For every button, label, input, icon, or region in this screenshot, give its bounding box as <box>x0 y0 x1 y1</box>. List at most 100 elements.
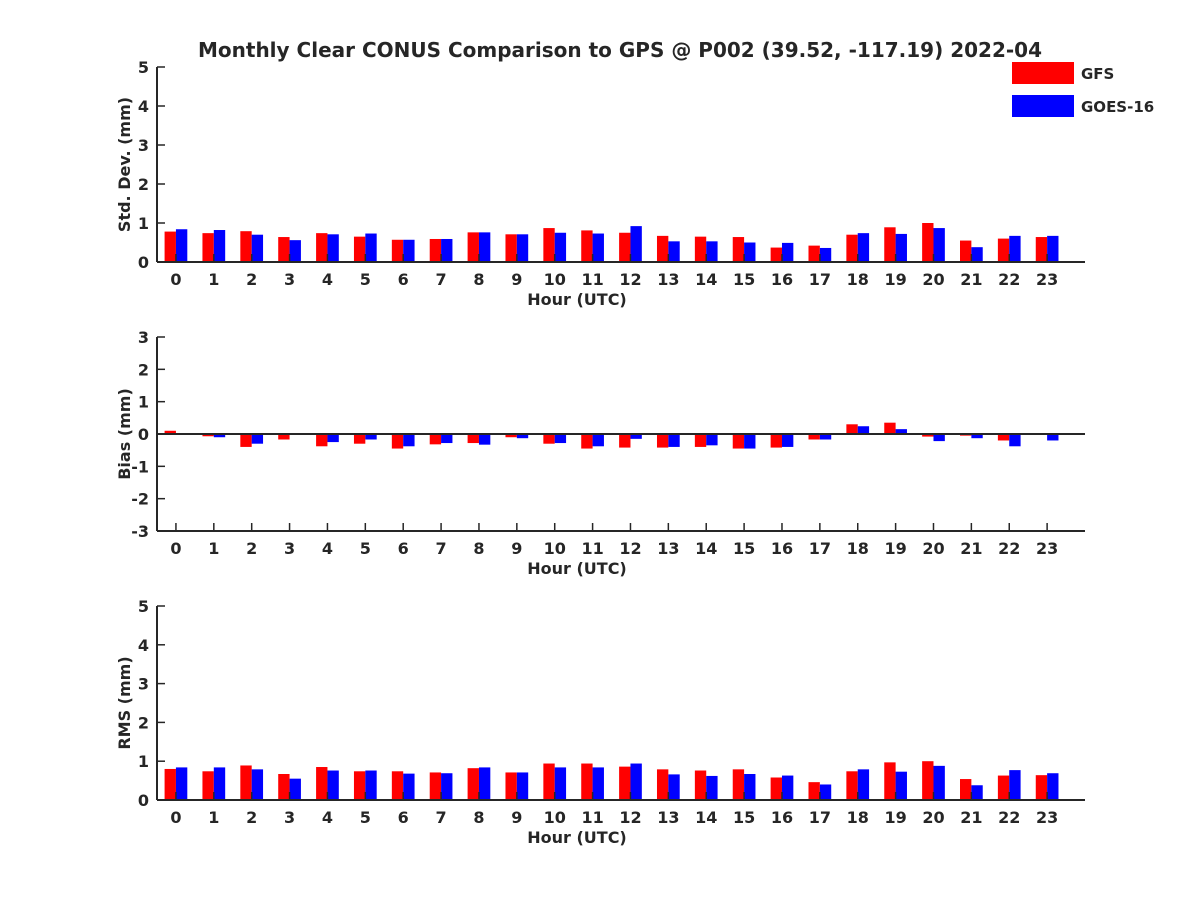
bar-std-goes-16-15 <box>744 242 756 262</box>
bar-bias-goes-16-7 <box>441 434 453 444</box>
y-tick-label-std: 2 <box>138 175 149 194</box>
x-tick-label-std: 10 <box>544 270 566 289</box>
bar-rms-goes-16-17 <box>819 784 832 800</box>
y-tick-label-bias: 2 <box>138 360 149 379</box>
x-tick-label-bias: 8 <box>473 539 484 558</box>
bar-bias-gfs-14 <box>694 434 707 447</box>
bar-std-goes-16-20 <box>933 228 945 262</box>
x-tick-label-bias: 23 <box>1036 539 1058 558</box>
x-tick-label-std: 21 <box>960 270 982 289</box>
x-tick-label-std: 1 <box>208 270 219 289</box>
x-tick-label-rms: 14 <box>695 808 717 827</box>
bar-std-gfs-5 <box>353 236 366 262</box>
x-tick-label-bias: 17 <box>809 539 831 558</box>
bar-std-goes-16-11 <box>592 233 604 262</box>
bar-bias-goes-16-10 <box>554 434 567 444</box>
legend-swatch-goes-16 <box>1012 95 1074 117</box>
bar-std-gfs-14 <box>694 236 707 262</box>
x-tick-label-bias: 22 <box>998 539 1020 558</box>
x-tick-label-rms: 8 <box>473 808 484 827</box>
y-tick-label-rms: 2 <box>138 713 149 732</box>
x-tick-label-bias: 10 <box>544 539 566 558</box>
x-tick-label-std: 7 <box>436 270 447 289</box>
x-tick-label-std: 18 <box>847 270 869 289</box>
bar-std-goes-16-0 <box>175 229 188 262</box>
bar-rms-gfs-20 <box>922 761 934 800</box>
bar-std-gfs-8 <box>467 232 479 262</box>
legend-label-goes-16: GOES-16 <box>1081 98 1154 116</box>
bar-std-gfs-10 <box>543 228 555 262</box>
bar-rms-gfs-16 <box>770 777 782 800</box>
bar-bias-gfs-5 <box>353 434 366 444</box>
bar-rms-goes-16-16 <box>781 775 794 800</box>
bar-rms-gfs-9 <box>505 772 517 800</box>
bar-rms-goes-16-20 <box>933 765 945 800</box>
x-tick-label-rms: 22 <box>998 808 1020 827</box>
x-tick-label-bias: 3 <box>284 539 295 558</box>
x-tick-label-rms: 5 <box>360 808 371 827</box>
bar-bias-goes-16-19 <box>895 429 907 434</box>
bar-bias-goes-16-12 <box>630 434 642 439</box>
chart-legend: GFS GOES-16 <box>1012 62 1154 117</box>
legend-label-gfs: GFS <box>1081 65 1114 83</box>
bar-bias-gfs-3 <box>278 434 290 440</box>
bar-std-gfs-9 <box>505 234 517 262</box>
bar-std-goes-16-2 <box>251 234 264 262</box>
bar-rms-gfs-13 <box>656 769 669 800</box>
bar-std-gfs-3 <box>278 237 290 262</box>
x-tick-label-rms: 3 <box>284 808 295 827</box>
y-tick-label-bias: 0 <box>138 425 149 444</box>
bar-rms-gfs-11 <box>581 763 593 800</box>
x-tick-label-std: 2 <box>246 270 257 289</box>
x-tick-label-std: 11 <box>581 270 603 289</box>
x-tick-label-rms: 15 <box>733 808 755 827</box>
bar-rms-goes-16-4 <box>327 770 339 800</box>
y-tick-label-std: 1 <box>138 214 149 233</box>
bar-std-gfs-7 <box>429 238 442 262</box>
y-tick-label-std: 5 <box>138 58 149 77</box>
bar-std-goes-16-19 <box>895 233 907 262</box>
bar-bias-goes-16-15 <box>744 434 756 449</box>
bar-std-gfs-13 <box>656 235 669 262</box>
x-tick-label-std: 8 <box>473 270 484 289</box>
bar-bias-gfs-15 <box>732 434 745 449</box>
x-tick-label-std: 15 <box>733 270 755 289</box>
bar-bias-goes-16-2 <box>251 434 264 444</box>
bar-rms-goes-16-3 <box>289 778 301 800</box>
y-tick-label-bias: -2 <box>131 490 149 509</box>
y-tick-label-rms: 5 <box>138 597 149 616</box>
bar-rms-gfs-22 <box>997 775 1010 800</box>
bar-std-gfs-15 <box>732 237 745 262</box>
x-tick-label-rms: 9 <box>511 808 522 827</box>
bar-bias-gfs-9 <box>505 434 517 438</box>
bar-rms-goes-16-15 <box>744 774 756 800</box>
bar-rms-gfs-17 <box>808 782 820 800</box>
x-tick-label-std: 16 <box>771 270 793 289</box>
x-tick-label-rms: 1 <box>208 808 219 827</box>
bar-bias-gfs-4 <box>316 434 328 447</box>
bar-std-goes-16-16 <box>781 242 794 262</box>
bar-std-gfs-6 <box>391 239 404 262</box>
bar-std-gfs-21 <box>960 240 972 262</box>
bar-rms-goes-16-8 <box>478 767 491 800</box>
bar-std-goes-16-17 <box>819 247 832 262</box>
x-tick-label-bias: 9 <box>511 539 522 558</box>
bar-rms-gfs-3 <box>278 774 290 800</box>
bar-std-goes-16-8 <box>478 232 491 262</box>
x-tick-label-bias: 14 <box>695 539 717 558</box>
bar-bias-goes-16-9 <box>516 434 529 439</box>
bar-bias-goes-16-17 <box>819 434 832 440</box>
x-tick-label-bias: 13 <box>657 539 679 558</box>
x-tick-label-rms: 21 <box>960 808 982 827</box>
x-tick-label-rms: 10 <box>544 808 566 827</box>
bar-std-goes-16-21 <box>971 247 983 262</box>
bar-std-gfs-12 <box>619 232 631 262</box>
bar-bias-goes-16-6 <box>403 434 415 447</box>
bar-std-gfs-4 <box>316 233 328 262</box>
x-tick-label-bias: 4 <box>322 539 333 558</box>
bar-bias-gfs-7 <box>429 434 442 445</box>
bar-rms-goes-16-14 <box>706 775 718 800</box>
bar-bias-goes-16-21 <box>971 434 983 439</box>
bar-rms-goes-16-2 <box>251 769 264 800</box>
bar-rms-gfs-2 <box>240 765 252 800</box>
